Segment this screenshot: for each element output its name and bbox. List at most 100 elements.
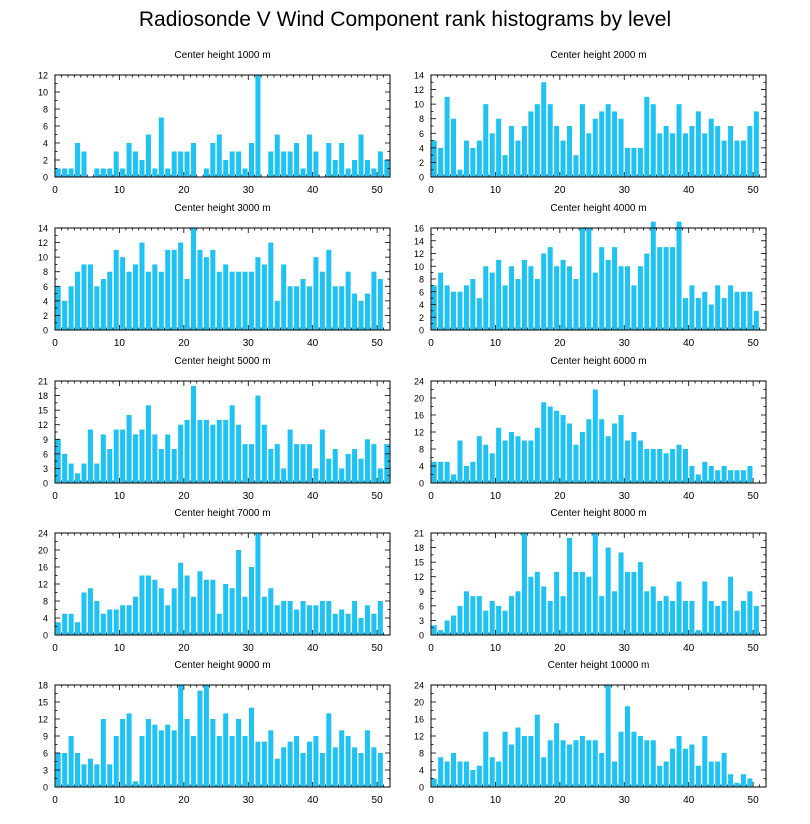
panel-title: Center height 8000 m <box>550 508 646 519</box>
y-tick-label: 8 <box>419 114 424 124</box>
histogram-bar <box>631 571 637 635</box>
histogram-bar <box>300 444 306 483</box>
y-tick-label: 3 <box>43 464 48 474</box>
histogram-bar <box>158 588 164 635</box>
histogram-bar <box>753 310 759 330</box>
histogram-bar <box>509 432 515 483</box>
histogram-bar <box>281 601 287 635</box>
histogram-bar <box>534 427 540 483</box>
histogram-bar <box>747 126 753 177</box>
histogram-bar <box>377 753 383 787</box>
histogram-bar <box>113 151 119 177</box>
y-tick-label: 12 <box>414 428 424 438</box>
histogram-bar <box>663 453 669 483</box>
histogram-bar <box>203 168 209 177</box>
panel-title: Center height 9000 m <box>174 660 270 671</box>
histogram-bar <box>715 126 721 177</box>
x-tick-label: 40 <box>683 795 695 806</box>
histogram-bar <box>586 228 592 330</box>
histogram-bar <box>216 613 222 635</box>
histogram-bar <box>339 143 345 177</box>
histogram-bar <box>721 601 727 635</box>
x-tick-label: 30 <box>243 185 255 196</box>
histogram-bar <box>171 588 177 635</box>
histogram-bar <box>133 596 139 635</box>
histogram-bar <box>695 111 701 177</box>
histogram-bar <box>657 601 663 635</box>
histogram-bar <box>624 266 631 330</box>
histogram-bar <box>444 620 450 635</box>
histogram-bar <box>451 118 457 177</box>
chart-main-title: Radiosonde V Wind Component rank histogr… <box>138 8 672 31</box>
y-tick-label: 4 <box>43 296 48 306</box>
y-tick-label: 0 <box>419 173 424 183</box>
y-tick-label: 0 <box>43 783 48 793</box>
histogram-bar <box>371 271 377 330</box>
histogram-bar <box>306 444 312 483</box>
histogram-bar <box>203 257 209 330</box>
histogram-bar <box>178 424 184 483</box>
histogram-bar <box>457 605 463 635</box>
histogram-bar <box>734 291 740 330</box>
histogram-bar <box>624 706 631 787</box>
histogram-bar <box>618 552 624 635</box>
y-tick-label: 2 <box>43 156 48 166</box>
histogram-bar <box>747 778 753 787</box>
histogram-bar <box>236 271 242 330</box>
histogram-bar <box>145 719 151 787</box>
histogram-bar <box>444 285 450 330</box>
histogram-bar <box>592 272 598 330</box>
histogram-bar <box>145 405 151 483</box>
histogram-bar <box>457 440 463 483</box>
histogram-bar <box>708 466 714 483</box>
histogram-bar <box>261 424 267 483</box>
histogram-bar <box>670 247 676 330</box>
x-tick-label: 50 <box>372 185 384 196</box>
histogram-bar <box>371 613 377 635</box>
histogram-bar <box>483 444 489 483</box>
histogram-bar <box>451 615 457 635</box>
histogram-bar <box>740 291 746 330</box>
histogram-bar <box>573 444 579 483</box>
x-tick-label: 50 <box>372 491 384 502</box>
histogram-bar <box>139 160 145 177</box>
histogram-bar <box>306 134 312 177</box>
histogram-bar <box>515 140 521 177</box>
histogram-bar <box>618 731 624 787</box>
x-tick-label: 0 <box>428 643 434 654</box>
y-tick-label: 18 <box>414 543 424 553</box>
histogram-bar <box>113 429 119 483</box>
histogram-bar <box>145 134 151 177</box>
histogram-bar <box>62 453 68 483</box>
histogram-bar <box>152 724 158 787</box>
y-tick-label: 6 <box>419 129 424 139</box>
histogram-bar <box>113 736 119 787</box>
histogram-bar <box>637 562 643 635</box>
histogram-bar <box>444 96 450 177</box>
histogram-bar <box>229 271 235 330</box>
histogram-bar <box>178 562 184 635</box>
histogram-bar <box>689 601 695 635</box>
y-tick-label: 0 <box>43 326 48 336</box>
histogram-bar <box>319 601 325 635</box>
histogram-bar <box>534 571 540 635</box>
histogram-bar <box>592 533 598 635</box>
y-tick-label: 14 <box>414 236 424 246</box>
histogram-bar <box>339 609 345 635</box>
histogram-bar <box>120 257 126 330</box>
histogram-bar <box>210 249 216 330</box>
histogram-bar <box>695 474 701 483</box>
histogram-bar <box>715 470 721 483</box>
histogram-bar <box>68 736 74 787</box>
histogram-bar <box>489 601 495 635</box>
histogram-bar <box>145 575 151 635</box>
histogram-bar <box>68 463 74 483</box>
histogram-bar <box>274 605 280 635</box>
x-tick-label: 20 <box>178 338 190 349</box>
histogram-bar <box>702 736 708 787</box>
y-tick-label: 14 <box>414 71 424 81</box>
histogram-bar <box>650 740 656 787</box>
histogram-bar <box>740 140 746 177</box>
histogram-bar <box>152 264 158 330</box>
histogram-bar <box>126 605 132 635</box>
